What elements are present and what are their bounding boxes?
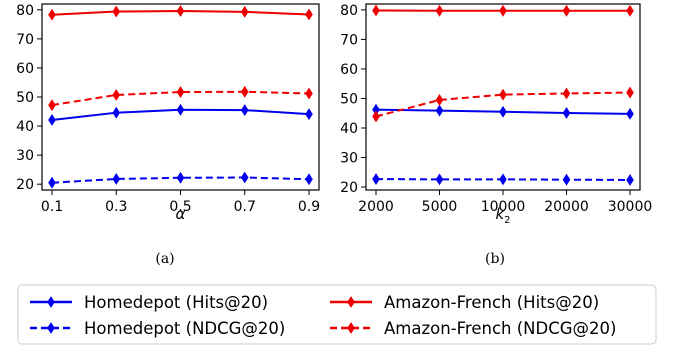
data-point-marker [48,8,56,21]
data-point-marker [112,173,121,185]
data-point-marker [240,5,249,18]
legend-marker [347,296,355,308]
series-line [51,90,310,107]
data-point-marker [626,107,634,120]
x-axis-label-text: k [495,205,505,223]
legend-label: Amazon-French (Hits@20) [384,293,599,312]
x-tick-label: 0.9 [298,199,320,215]
y-tick-label: 60 [16,61,34,77]
data-point-marker [499,4,507,17]
data-point-marker [305,173,313,186]
panel-caption: (a) [155,251,174,267]
data-point-marker [499,173,507,186]
y-tick-label: 70 [340,32,358,48]
data-point-marker [562,87,571,100]
series-line [51,176,310,184]
data-point-marker [626,174,634,186]
y-tick-label: 80 [16,3,34,19]
y-tick-label: 40 [340,121,358,137]
data-point-marker [240,171,249,184]
x-tick-label: 0.3 [105,199,127,215]
x-axis-label-subscript: 2 [504,215,510,226]
data-point-marker [499,105,507,118]
data-point-marker [240,104,249,117]
legend-marker [47,322,55,334]
data-point-marker [176,86,185,98]
data-point-marker [435,173,444,186]
data-point-marker [562,173,571,186]
legend: Homedepot (Hits@20) Amazon-French (Hits@2… [17,284,657,345]
data-point-marker [305,108,313,121]
y-tick-label: 20 [16,177,34,193]
data-point-marker [626,86,634,99]
data-point-marker [499,88,507,101]
y-tick-label: 20 [340,180,358,196]
chart-panel-a: 20 30 40 50 60 70 80 0.1 0.3 0.5 0.7 0.9 α (a) [16,3,320,267]
data-point-marker [435,94,444,106]
y-tick-label: 70 [16,32,34,48]
legend-marker [347,322,355,334]
y-tick-label: 30 [340,151,358,167]
y-tick-label: 80 [340,3,358,19]
data-point-marker [112,5,121,18]
y-tick-label: 40 [16,119,34,135]
x-tick-label: 20000 [544,199,589,215]
y-tick-label: 50 [16,90,34,106]
panel-caption: (b) [485,251,505,267]
legend-label: Amazon-French (NDCG@20) [384,319,616,338]
data-point-marker [562,4,571,17]
data-point-marker [305,8,313,21]
data-point-marker [176,171,185,184]
data-point-marker [305,87,313,100]
data-point-marker [372,4,380,17]
x-tick-label: 10000 [481,199,526,215]
legend-box [17,284,657,345]
x-tick-label: 30000 [608,199,653,215]
data-point-marker [48,176,56,189]
data-point-marker [176,103,185,116]
y-tick-label: 50 [340,91,358,107]
data-point-marker [48,99,56,112]
legend-label: Homedepot (NDCG@20) [84,319,285,338]
x-axis-label: α [176,205,186,223]
chart-panel-b: 20 30 40 50 60 70 80 2000 5000 10000 20000 30000 k2 (… [340,3,652,267]
x-tick-label: 0.7 [234,199,256,215]
x-tick-label: 0.1 [41,199,63,215]
legend-label: Homedepot (Hits@20) [84,293,268,312]
data-point-marker [435,104,444,117]
data-point-marker [112,89,121,101]
data-point-marker [372,110,380,123]
data-point-marker [48,114,56,126]
data-point-marker [372,173,380,186]
data-point-marker [435,4,444,17]
data-point-marker [112,106,121,119]
x-axis-label-text: α [176,205,186,223]
y-tick-label: 60 [340,62,358,78]
x-tick-label: 0.5 [169,199,191,215]
y-tick-label: 30 [16,148,34,164]
x-tick-label: 5000 [422,199,458,215]
data-point-marker [240,85,249,98]
series-line [375,91,631,118]
x-axis-label: k2 [495,205,510,226]
data-point-marker [562,107,571,119]
data-point-marker [626,4,634,17]
data-point-marker [176,5,185,17]
legend-marker [47,296,55,308]
x-tick-label: 2000 [358,199,394,215]
